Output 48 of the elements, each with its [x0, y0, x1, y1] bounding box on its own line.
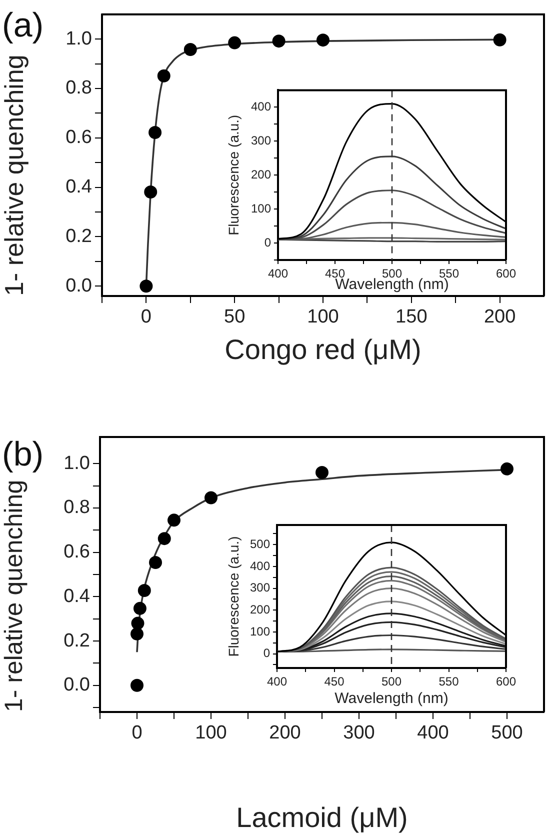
y-tick-label: 1.0 [66, 28, 92, 50]
y-axis-title: 1- relative quenching [0, 480, 28, 712]
y-tick-label: 0.0 [64, 674, 90, 696]
x-tick-label: 500 [381, 674, 402, 689]
x-tick-label: 550 [438, 674, 460, 689]
y-tick-label: 400 [250, 558, 270, 573]
y-tick-label: 300 [250, 133, 272, 148]
x-axis-title: Congo red (μM) [224, 334, 422, 365]
y-tick-label: 0.2 [64, 630, 90, 652]
x-tick-label: 300 [343, 722, 375, 744]
y-tick-label: 0.8 [64, 497, 90, 518]
x-tick-label: 100 [307, 306, 339, 328]
x-tick-label: 600 [496, 266, 516, 281]
y-axis-title: Fluorescence (a.u.) [225, 114, 242, 236]
x-tick-label: 200 [484, 306, 516, 328]
y-tick-label: 100 [250, 201, 272, 216]
y-tick-label: 0 [264, 235, 272, 250]
x-tick-label: 450 [324, 674, 345, 689]
x-tick-label: 500 [382, 266, 402, 281]
y-tick-label: 0.6 [64, 542, 90, 563]
x-tick-label: 400 [417, 722, 449, 744]
x-tick-label: 600 [496, 674, 516, 689]
y-tick-label: 200 [250, 167, 272, 182]
x-axis-title: Lacmoid (μM) [236, 802, 408, 833]
y-tick-label: 0.2 [66, 226, 92, 247]
y-tick-label: 0.6 [66, 127, 92, 148]
chart-title: (b) [2, 435, 44, 474]
x-axis-title: Wavelength (nm) [334, 690, 448, 708]
x-tick-label: 100 [195, 722, 227, 744]
x-tick-label: 0 [140, 306, 152, 328]
y-tick-label: 0.4 [64, 586, 90, 607]
x-tick-label: 500 [491, 722, 523, 744]
y-tick-label: 0 [263, 646, 270, 660]
y-tick-label: 0.0 [66, 275, 92, 296]
y-tick-label: 0.8 [66, 78, 92, 99]
x-tick-label: 0 [132, 722, 142, 744]
x-tick-label: 150 [396, 306, 428, 328]
y-tick-label: 100 [250, 624, 270, 638]
y-tick-label: 200 [250, 602, 270, 616]
y-tick-label: 0.4 [66, 176, 92, 198]
y-tick-label: 400 [250, 99, 272, 114]
y-tick-label: 500 [250, 536, 270, 551]
y-tick-label: 1.0 [64, 452, 90, 474]
chart-title: (a) [2, 6, 44, 44]
y-tick-label: 300 [250, 580, 270, 595]
y-axis-title: 1- relative quenching [0, 54, 29, 296]
x-tick-label: 50 [224, 306, 246, 328]
y-axis-title: Fluorescence (a.u.) [225, 536, 242, 657]
